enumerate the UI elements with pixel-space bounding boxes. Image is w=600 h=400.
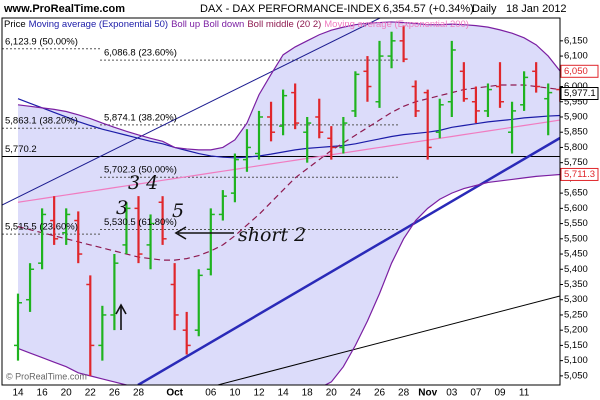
fib-label: 5,863.1 (38.20%)	[5, 116, 78, 127]
x-tick-label: 11	[519, 388, 530, 399]
hand-up-arrow-head	[115, 303, 127, 315]
plot-frame	[1, 17, 561, 386]
x-tick-label: 28	[133, 388, 145, 399]
y-tick-label: 5,150	[564, 340, 588, 351]
legend: Price Moving average (Exponential 50) Boll…	[4, 19, 469, 30]
y-tick-label: 5,250	[564, 309, 588, 320]
y-tick-label: 6,000	[564, 81, 588, 92]
y-tick-label: 5,400	[564, 264, 588, 275]
x-tick-label: 14	[278, 388, 290, 399]
x-tick-label: 10	[229, 388, 241, 399]
x-tick-label: 06	[205, 388, 217, 399]
price-bars	[14, 25, 560, 376]
bollinger-band-fill	[18, 21, 560, 385]
x-tick-label: 18	[302, 388, 314, 399]
y-tick-label: 5,200	[564, 325, 588, 336]
x-tick-label: 28	[398, 388, 410, 399]
x-tick-label: 26	[374, 388, 386, 399]
y-tick-label: 5,450	[564, 249, 588, 260]
legend-entry: Moving average (Exponential 50)	[29, 19, 168, 30]
price: 6,354.57 (+0.34%)	[383, 3, 474, 15]
trend-line	[215, 295, 560, 385]
trend-line	[137, 136, 560, 385]
price-marker	[560, 167, 599, 181]
y-tick-label: 5,850	[564, 127, 588, 138]
y-tick-label: 5,600	[564, 203, 588, 214]
handwritten-note: 3 4	[128, 172, 158, 194]
y-tick-label: 5,950	[564, 96, 588, 107]
legend-entry: Boll middle (20 2)	[247, 19, 321, 30]
x-tick-label: 26	[109, 388, 121, 399]
hand-arrow-head	[174, 226, 187, 240]
price-marker-label: 6,050	[564, 66, 588, 77]
x-tick-label: 03	[446, 388, 458, 399]
indicator-line	[17, 98, 560, 159]
annotation-layer: 6,086.8 (23.60%) 5,874.1 (38.20%) 5,702.3 …	[5, 36, 306, 330]
x-tick-label: 14	[12, 388, 24, 399]
handwritten-note: 5	[172, 200, 184, 222]
indicator-line	[17, 173, 560, 385]
legend-entry: Boll down	[203, 19, 244, 30]
price-marker-label: 5,711.3	[564, 169, 595, 180]
y-tick-label: 5,300	[564, 294, 588, 305]
y-tick-label: 5,650	[564, 188, 588, 199]
date: 18 Jan 2012	[506, 3, 567, 15]
period: Daily	[472, 3, 497, 15]
y-tick-label: 5,900	[564, 111, 588, 122]
x-tick-label: 20	[61, 388, 73, 399]
indicator-line	[17, 84, 560, 261]
fib-label: 5,770.2	[5, 144, 37, 155]
x-tick-label: 12	[253, 388, 265, 399]
fib-label: 6,123.9 (50.00%)	[5, 36, 78, 47]
x-tick-label: 09	[494, 388, 506, 399]
fib-label: 5,530.5 (61.80%)	[104, 217, 177, 228]
y-tick-label: 5,350	[564, 279, 588, 290]
indicator-line	[17, 21, 560, 151]
y-tick-label: 6,150	[564, 35, 588, 46]
y-tick-label: 5,050	[564, 370, 588, 381]
x-tick-label: Nov	[418, 388, 437, 399]
x-tick-label: 24	[350, 388, 362, 399]
y-tick-label: 5,750	[564, 157, 588, 168]
y-tick-label: 5,500	[564, 233, 588, 244]
x-tick-label: 22	[85, 388, 97, 399]
watermark: © ProRealTime.com	[6, 371, 87, 381]
x-tick-label: Oct	[166, 388, 183, 399]
x-tick-label: 20	[326, 388, 338, 399]
fib-label: 6,086.8 (23.60%)	[104, 48, 177, 59]
indicator-layer	[17, 21, 560, 385]
fib-label: 5,874.1 (38.20%)	[104, 112, 177, 123]
band-layer	[2, 21, 560, 385]
chart-title: DAX - DAX PERFORMANCE-INDEX	[200, 3, 382, 15]
x-tick-label: 07	[470, 388, 482, 399]
y-tick-label: 5,550	[564, 218, 588, 229]
site: www.ProRealTime.com	[3, 3, 125, 15]
handwritten-note: 3	[116, 197, 128, 219]
fib-label: 5,515.5 (23.60%)	[5, 222, 78, 233]
trend-lines	[2, 18, 560, 385]
indicator-line	[17, 119, 560, 203]
y-tick-label: 5,800	[564, 142, 588, 153]
legend-entry: Price	[4, 19, 26, 30]
price-marker	[560, 64, 599, 78]
fib-label: 5,702.3 (50.00%)	[104, 165, 177, 176]
legend-entry: Moving average (Exponential 200)	[324, 19, 469, 30]
y-tick-label: 6,100	[564, 51, 588, 62]
legend-entry: Boll up	[171, 19, 200, 30]
price-marker	[560, 87, 599, 101]
y-tick-label: 5,100	[564, 355, 588, 366]
x-tick-label: 16	[37, 388, 49, 399]
price-marker-label: 5,977.1	[564, 88, 596, 99]
handwritten-note: short 2	[238, 224, 306, 246]
trend-line	[2, 18, 381, 206]
